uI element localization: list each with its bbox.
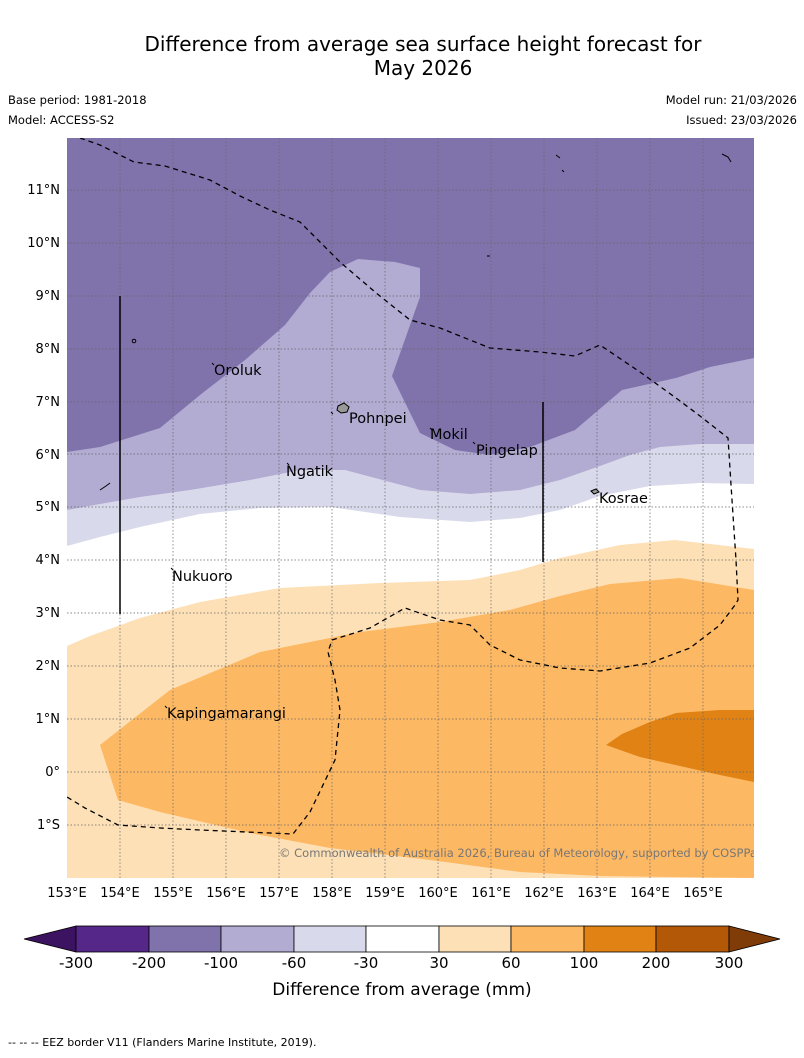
colorbar-tick: 300 [715, 954, 744, 972]
label-pingelap: Pingelap [476, 443, 538, 459]
colorbar-tick: -60 [282, 954, 307, 972]
lat-label: 3°N [36, 606, 61, 621]
colorbar-tick: 100 [570, 954, 599, 972]
lon-label: 155°E [153, 886, 193, 901]
label-ngatik: Ngatik [286, 464, 334, 480]
lon-label: 165°E [683, 886, 723, 901]
island-small-d [721, 153, 732, 163]
lat-label: 4°N [36, 553, 61, 568]
lon-label: 156°E [206, 886, 246, 901]
colorbar-segment [75, 925, 150, 953]
lon-label: 161°E [471, 886, 511, 901]
eez-border [67, 138, 739, 835]
colorbar-tick: -100 [204, 954, 238, 972]
colorbar-tick: -30 [354, 954, 379, 972]
title-line-2: May 2026 [373, 56, 473, 80]
colorbar-tick: -300 [59, 954, 93, 972]
colorbar: -300 -200 -100 -60 -30 30 60 100 200 300… [23, 925, 781, 1000]
model-name: Model: ACCESS-S2 [8, 113, 115, 127]
lat-label: 1°N [36, 712, 61, 727]
place-ticks [164, 362, 476, 709]
lat-label: 8°N [36, 342, 61, 357]
band-60-100 [100, 578, 754, 878]
issued-date: Issued: 23/03/2026 [686, 113, 797, 127]
lat-label: 11°N [27, 183, 60, 198]
band-100-200 [606, 710, 754, 782]
lat-label: 10°N [27, 236, 60, 251]
island-small-c [555, 154, 565, 173]
lon-labels: 153°E 154°E 155°E 156°E 157°E 158°E 159°… [47, 886, 723, 901]
label-oroluk: Oroluk [214, 363, 262, 379]
label-nukuoro: Nukuoro [172, 569, 233, 585]
eez-footnote: -- -- -- EEZ border V11 (Flanders Marine… [8, 1036, 317, 1049]
lon-label: 157°E [259, 886, 299, 901]
colorbar-tick: 60 [501, 954, 520, 972]
lon-label: 163°E [577, 886, 617, 901]
lon-label: 153°E [47, 886, 87, 901]
colorbar-segment [655, 925, 730, 953]
colorbar-tick: 200 [642, 954, 671, 972]
band-neg200-neg100 [67, 138, 754, 455]
islands [99, 153, 732, 495]
colorbar-ticks: -300 -200 -100 -60 -30 30 60 100 200 300 [59, 954, 743, 972]
chart-title: Difference from average sea surface heig… [0, 32, 804, 80]
colorbar-segment [438, 925, 512, 953]
label-kosrae: Kosrae [599, 491, 648, 507]
colorbar-segment [510, 925, 585, 953]
colorbar-extend-high [728, 925, 781, 953]
lon-label: 159°E [365, 886, 405, 901]
island-kosrae [590, 488, 600, 495]
lon-label: 158°E [312, 886, 352, 901]
lon-label: 164°E [630, 886, 670, 901]
lon-label: 160°E [418, 886, 458, 901]
island-pohnpei [336, 402, 350, 414]
island-small-a [131, 338, 137, 344]
colorbar-tick: 30 [429, 954, 448, 972]
colorbar-segment [148, 925, 222, 953]
title-line-1: Difference from average sea surface heig… [144, 32, 702, 56]
colorbar-extend-low [23, 925, 77, 953]
label-kapingamarangi: Kapingamarangi [167, 706, 286, 722]
lat-label: 7°N [36, 395, 61, 410]
colorbar-segment [365, 925, 440, 953]
lat-labels: 11°N 10°N 9°N 8°N 7°N 6°N 5°N 4°N 3°N 2°… [27, 183, 60, 833]
map-panel: Oroluk Pohnpei Mokil Pingelap Ngatik Kos… [67, 138, 763, 878]
label-mokil: Mokil [430, 427, 468, 443]
lat-label: 1°S [37, 818, 60, 833]
copyright-notice: © Commonwealth of Australia 2026, Bureau… [279, 846, 763, 860]
lat-label: 0° [45, 765, 60, 780]
base-period: Base period: 1981-2018 [8, 93, 147, 107]
gridlines [67, 138, 754, 878]
lat-label: 2°N [36, 659, 61, 674]
lon-label: 162°E [524, 886, 564, 901]
lat-label: 5°N [36, 500, 61, 515]
island-small-b [99, 482, 111, 491]
colorbar-segment [293, 925, 367, 953]
lon-label: 154°E [100, 886, 140, 901]
colorbar-label: Difference from average (mm) [272, 980, 531, 1000]
colorbar-segment [583, 925, 657, 953]
model-run: Model run: 21/03/2026 [665, 93, 797, 107]
lat-label: 9°N [36, 289, 61, 304]
place-labels: Oroluk Pohnpei Mokil Pingelap Ngatik Kos… [167, 363, 648, 722]
colorbar-tick: -200 [132, 954, 166, 972]
label-pohnpei: Pohnpei [349, 411, 407, 427]
lat-label: 6°N [36, 448, 61, 463]
colorbar-segment [220, 925, 295, 953]
